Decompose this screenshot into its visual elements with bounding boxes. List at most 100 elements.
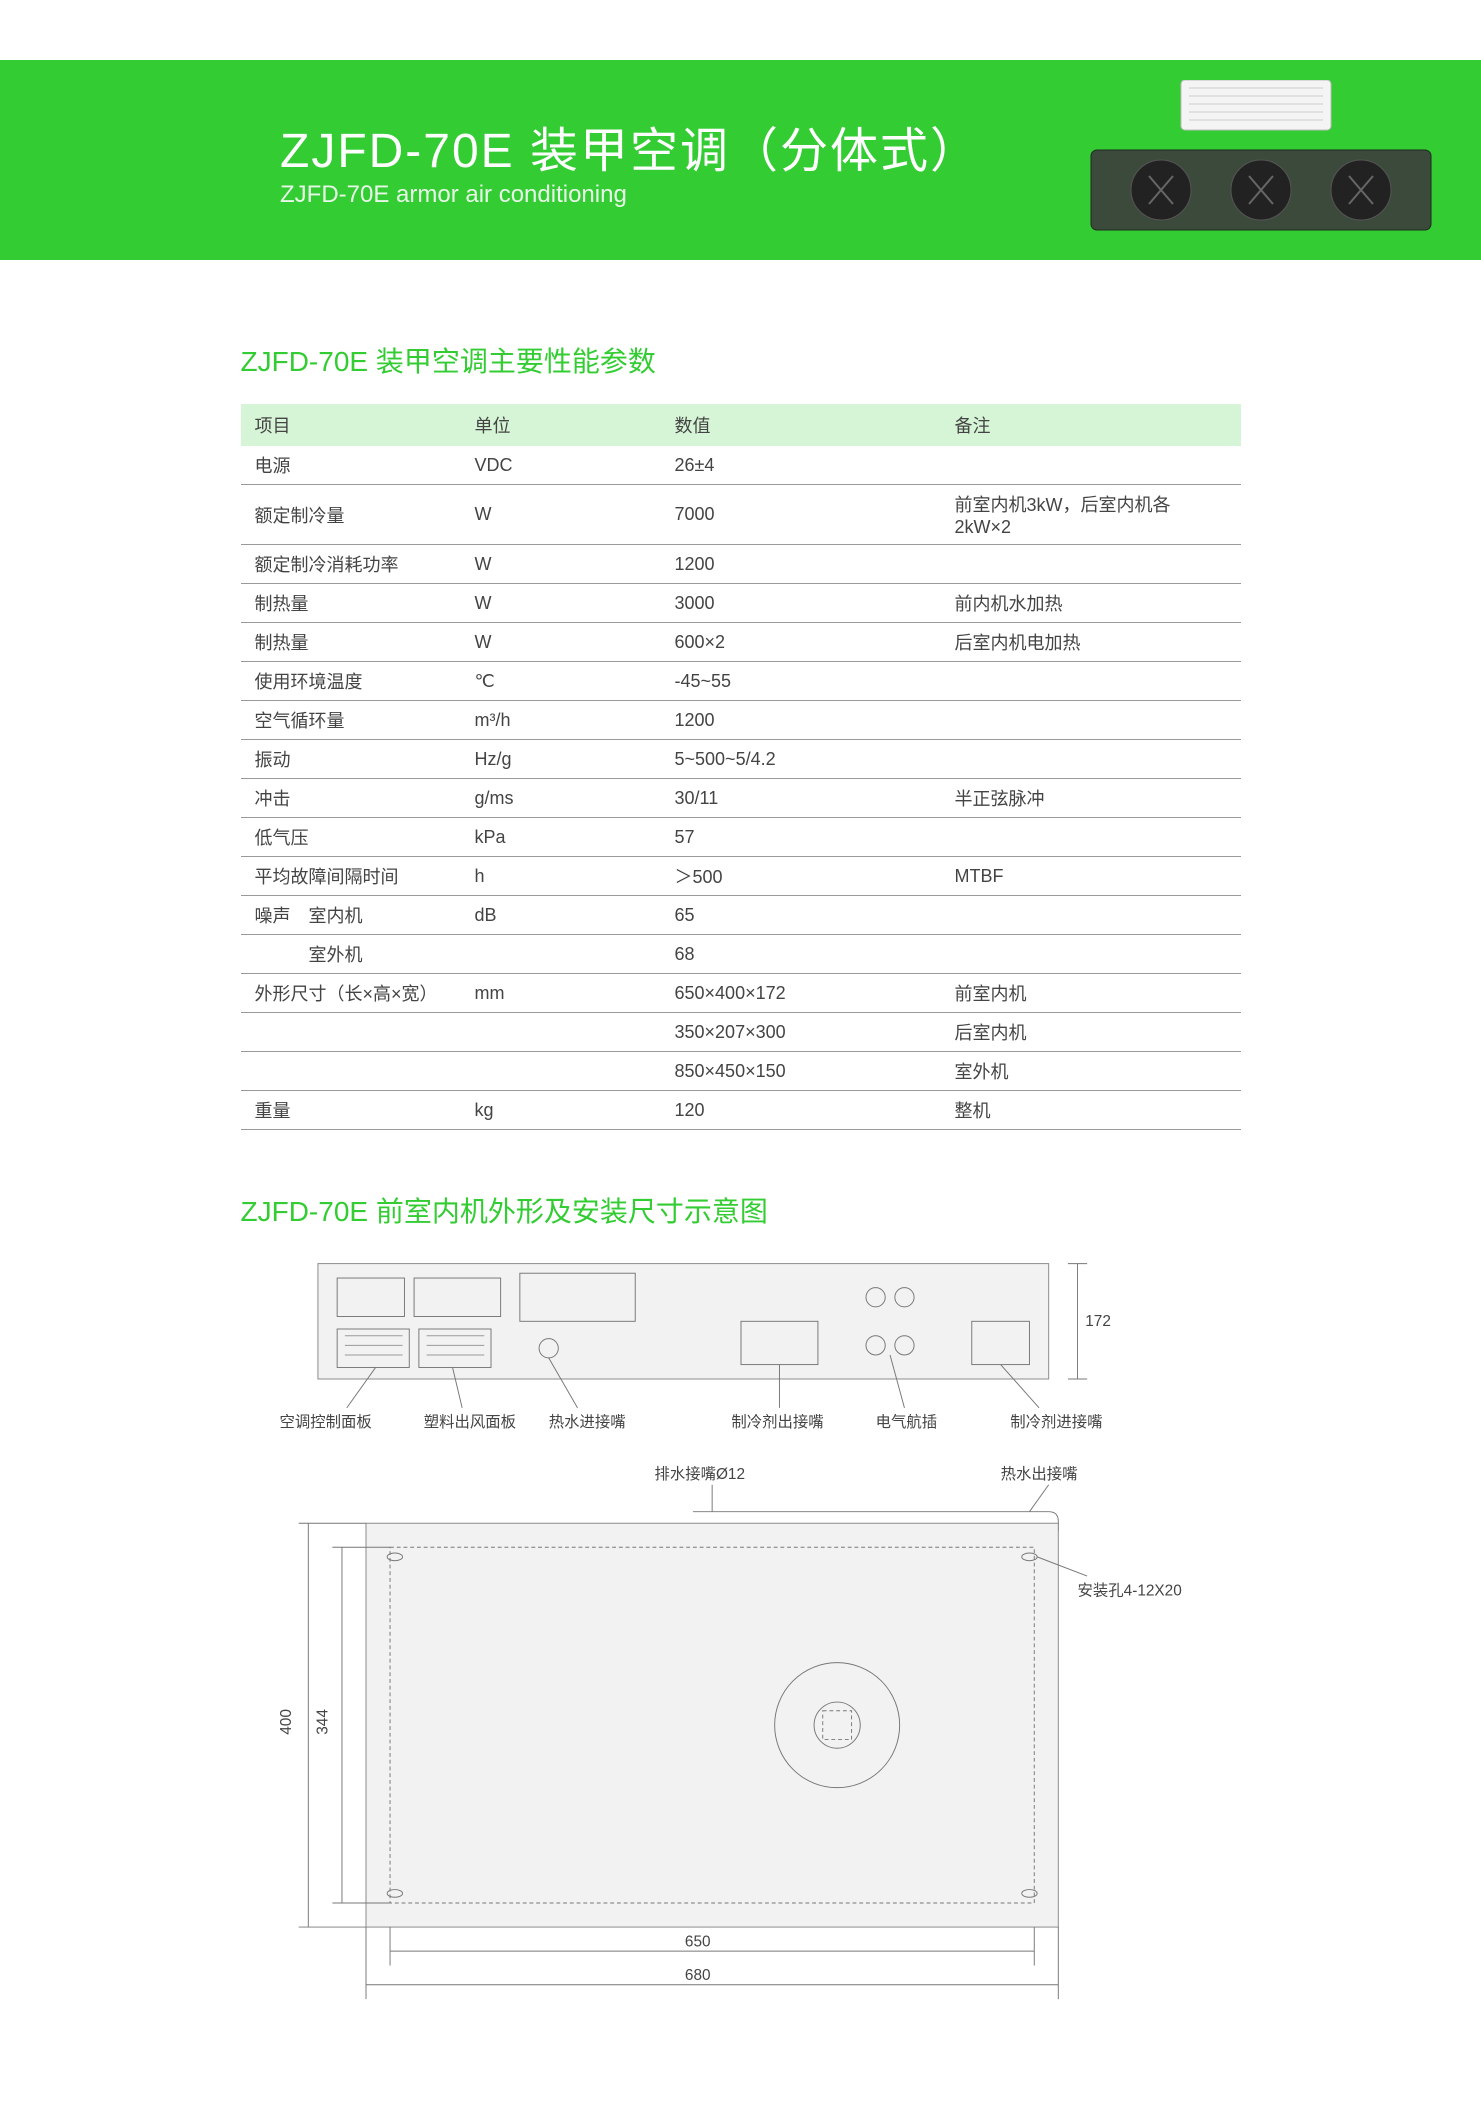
table-row: 平均故障间隔时间h＞500MTBF bbox=[241, 857, 1241, 896]
cell-value: 3000 bbox=[661, 584, 941, 623]
header-text: ZJFD-70E 装甲空调（分体式） ZJFD-70E armor air co… bbox=[280, 111, 980, 209]
cell-value: 1200 bbox=[661, 545, 941, 584]
cell-note: 后室内机电加热 bbox=[941, 623, 1241, 662]
cell-note bbox=[941, 446, 1241, 485]
cell-item bbox=[241, 1052, 461, 1091]
diagram-section: ZJFD-70E 前室内机外形及安装尺寸示意图 bbox=[241, 1190, 1241, 2047]
label-outlet-panel: 塑料出风面板 bbox=[423, 1413, 515, 1431]
cell-value: 650×400×172 bbox=[661, 974, 941, 1013]
product-image bbox=[1061, 80, 1441, 240]
cell-unit bbox=[461, 1013, 661, 1052]
cell-value: 68 bbox=[661, 935, 941, 974]
dim-400: 400 bbox=[278, 1709, 295, 1735]
cell-value: -45~55 bbox=[661, 662, 941, 701]
cell-item: 平均故障间隔时间 bbox=[241, 857, 461, 896]
cell-note bbox=[941, 818, 1241, 857]
table-row: 重量kg120整机 bbox=[241, 1091, 1241, 1130]
table-row: 室外机 68 bbox=[241, 935, 1241, 974]
label-hot-water-in: 热水进接嘴 bbox=[548, 1413, 625, 1431]
cell-note bbox=[941, 662, 1241, 701]
cell-note: 整机 bbox=[941, 1091, 1241, 1130]
cell-unit: VDC bbox=[461, 446, 661, 485]
label-refrigerant-in: 制冷剂进接嘴 bbox=[1010, 1413, 1102, 1431]
table-row: 额定制冷量W7000前室内机3kW，后室内机各2kW×2 bbox=[241, 485, 1241, 545]
table-row: 电源VDC26±4 bbox=[241, 446, 1241, 485]
table-row: 850×450×150室外机 bbox=[241, 1052, 1241, 1091]
cell-note: MTBF bbox=[941, 857, 1241, 896]
table-row: 振动Hz/g5~500~5/4.2 bbox=[241, 740, 1241, 779]
cell-note: 半正弦脉冲 bbox=[941, 779, 1241, 818]
cell-item: 额定制冷量 bbox=[241, 485, 461, 545]
cell-note bbox=[941, 701, 1241, 740]
th-value: 数值 bbox=[661, 404, 941, 446]
cell-item: 制热量 bbox=[241, 584, 461, 623]
cell-unit: m³/h bbox=[461, 701, 661, 740]
table-row: 使用环境温度℃-45~55 bbox=[241, 662, 1241, 701]
cell-item: 室外机 bbox=[241, 935, 461, 974]
th-unit: 单位 bbox=[461, 404, 661, 446]
cell-unit: g/ms bbox=[461, 779, 661, 818]
table-header-row: 项目 单位 数值 备注 bbox=[241, 404, 1241, 446]
cell-value: 1200 bbox=[661, 701, 941, 740]
cell-item bbox=[241, 1013, 461, 1052]
cell-value: 850×450×150 bbox=[661, 1052, 941, 1091]
cell-value: 120 bbox=[661, 1091, 941, 1130]
table-row: 外形尺寸（长×高×宽）mm650×400×172前室内机 bbox=[241, 974, 1241, 1013]
cell-value: ＞500 bbox=[661, 857, 941, 896]
spec-table: 项目 单位 数值 备注 电源VDC26±4额定制冷量W7000前室内机3kW，后… bbox=[241, 404, 1241, 1130]
cell-value: 26±4 bbox=[661, 446, 941, 485]
cell-unit: dB bbox=[461, 896, 661, 935]
cell-item: 冲击 bbox=[241, 779, 461, 818]
table-row: 冲击g/ms30/11半正弦脉冲 bbox=[241, 779, 1241, 818]
cell-note: 前室内机 bbox=[941, 974, 1241, 1013]
dim-344: 344 bbox=[314, 1709, 331, 1735]
header-title-en: ZJFD-70E armor air conditioning bbox=[280, 181, 980, 209]
table-row: 额定制冷消耗功率W1200 bbox=[241, 545, 1241, 584]
label-hot-water-out: 热水出接嘴 bbox=[1000, 1465, 1077, 1483]
label-elec-connector: 电气航插 bbox=[875, 1413, 937, 1431]
cell-value: 65 bbox=[661, 896, 941, 935]
table-row: 低气压kPa57 bbox=[241, 818, 1241, 857]
header-title-cn: ZJFD-70E 装甲空调（分体式） bbox=[280, 111, 980, 181]
cell-item: 使用环境温度 bbox=[241, 662, 461, 701]
cell-note bbox=[941, 740, 1241, 779]
cell-unit: W bbox=[461, 584, 661, 623]
cell-unit: h bbox=[461, 857, 661, 896]
spec-section-title: ZJFD-70E 装甲空调主要性能参数 bbox=[241, 340, 1241, 380]
label-drain: 排水接嘴Ø12 bbox=[654, 1465, 745, 1483]
cell-note bbox=[941, 896, 1241, 935]
cell-note: 后室内机 bbox=[941, 1013, 1241, 1052]
cell-note: 室外机 bbox=[941, 1052, 1241, 1091]
table-row: 空气循环量m³/h1200 bbox=[241, 701, 1241, 740]
cell-note: 前内机水加热 bbox=[941, 584, 1241, 623]
cell-item: 低气压 bbox=[241, 818, 461, 857]
th-item: 项目 bbox=[241, 404, 461, 446]
cell-unit: kg bbox=[461, 1091, 661, 1130]
cell-unit bbox=[461, 935, 661, 974]
table-row: 噪声 室内机dB65 bbox=[241, 896, 1241, 935]
cell-item: 空气循环量 bbox=[241, 701, 461, 740]
page-header: ZJFD-70E 装甲空调（分体式） ZJFD-70E armor air co… bbox=[0, 60, 1481, 260]
cell-item: 制热量 bbox=[241, 623, 461, 662]
dim-172: 172 bbox=[1085, 1313, 1111, 1330]
table-row: 制热量W600×2后室内机电加热 bbox=[241, 623, 1241, 662]
cell-item: 电源 bbox=[241, 446, 461, 485]
dim-680: 680 bbox=[684, 1967, 710, 1984]
table-row: 制热量W3000前内机水加热 bbox=[241, 584, 1241, 623]
cell-item: 噪声 室内机 bbox=[241, 896, 461, 935]
cell-value: 5~500~5/4.2 bbox=[661, 740, 941, 779]
cell-note: 前室内机3kW，后室内机各2kW×2 bbox=[941, 485, 1241, 545]
diagram-section-title: ZJFD-70E 前室内机外形及安装尺寸示意图 bbox=[241, 1190, 1241, 1230]
cell-unit bbox=[461, 1052, 661, 1091]
cell-item: 重量 bbox=[241, 1091, 461, 1130]
cell-value: 600×2 bbox=[661, 623, 941, 662]
cell-value: 30/11 bbox=[661, 779, 941, 818]
cell-unit: ℃ bbox=[461, 662, 661, 701]
th-note: 备注 bbox=[941, 404, 1241, 446]
dimension-diagram: 172 空调控制面板 塑料出风面板 热水进接嘴 制冷剂出接嘴 电气航插 制冷剂进… bbox=[241, 1254, 1241, 2042]
cell-item: 外形尺寸（长×高×宽） bbox=[241, 974, 461, 1013]
dim-650: 650 bbox=[684, 1933, 710, 1950]
cell-item: 振动 bbox=[241, 740, 461, 779]
cell-unit: Hz/g bbox=[461, 740, 661, 779]
cell-unit: W bbox=[461, 545, 661, 584]
